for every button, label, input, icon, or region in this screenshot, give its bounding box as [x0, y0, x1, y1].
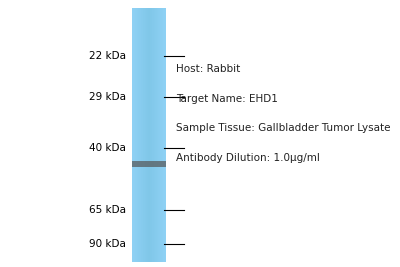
Text: 65 kDa: 65 kDa: [89, 205, 126, 215]
Bar: [134, 8, 135, 262]
Bar: [134, 8, 135, 262]
Bar: [139, 8, 140, 262]
Bar: [132, 8, 133, 262]
Bar: [160, 8, 161, 262]
Bar: [159, 8, 160, 262]
Bar: [132, 8, 133, 262]
Text: Antibody Dilution: 1.0μg/ml: Antibody Dilution: 1.0μg/ml: [176, 152, 320, 163]
Text: 90 kDa: 90 kDa: [89, 239, 126, 249]
Bar: [154, 8, 155, 262]
Bar: [155, 8, 156, 262]
Bar: [143, 8, 144, 262]
Bar: [156, 8, 157, 262]
Bar: [151, 8, 152, 262]
Bar: [165, 8, 166, 262]
Text: 22 kDa: 22 kDa: [89, 51, 126, 61]
Bar: [147, 8, 148, 262]
Bar: [137, 8, 138, 262]
Bar: [144, 8, 145, 262]
Bar: [141, 8, 142, 262]
Bar: [152, 8, 153, 262]
Bar: [160, 8, 161, 262]
Bar: [139, 8, 140, 262]
Bar: [162, 8, 164, 262]
Text: Sample Tissue: Gallbladder Tumor Lysate: Sample Tissue: Gallbladder Tumor Lysate: [176, 123, 390, 133]
Bar: [145, 8, 146, 262]
Bar: [137, 8, 138, 262]
Bar: [156, 8, 157, 262]
Bar: [163, 8, 164, 262]
Bar: [148, 8, 150, 262]
Bar: [133, 8, 134, 262]
Bar: [136, 8, 137, 262]
Bar: [144, 8, 145, 262]
Bar: [158, 8, 159, 262]
Text: Target Name: EHD1: Target Name: EHD1: [176, 94, 278, 104]
Bar: [154, 8, 155, 262]
Bar: [165, 8, 166, 262]
Bar: [140, 8, 141, 262]
Bar: [146, 8, 147, 262]
Bar: [152, 8, 153, 262]
Bar: [133, 8, 134, 262]
Text: Host: Rabbit: Host: Rabbit: [176, 64, 240, 74]
Bar: [150, 8, 151, 262]
Bar: [142, 8, 143, 262]
Bar: [138, 8, 139, 262]
Bar: [155, 8, 156, 262]
Bar: [161, 8, 162, 262]
Bar: [149, 8, 150, 262]
Bar: [132, 161, 166, 167]
Bar: [151, 8, 152, 262]
Text: 40 kDa: 40 kDa: [89, 143, 126, 153]
Bar: [138, 8, 139, 262]
Bar: [141, 8, 142, 262]
Bar: [135, 8, 136, 262]
Bar: [135, 8, 136, 262]
Bar: [143, 8, 144, 262]
Bar: [162, 8, 163, 262]
Bar: [136, 8, 137, 262]
Bar: [164, 8, 165, 262]
Bar: [145, 8, 146, 262]
Bar: [142, 8, 143, 262]
Bar: [159, 8, 160, 262]
Bar: [157, 8, 158, 262]
Bar: [147, 8, 148, 262]
Bar: [161, 8, 162, 262]
Bar: [153, 8, 154, 262]
Bar: [158, 8, 159, 262]
Bar: [164, 8, 165, 262]
Text: 29 kDa: 29 kDa: [89, 92, 126, 103]
Bar: [146, 8, 147, 262]
Bar: [157, 8, 158, 262]
Bar: [148, 8, 149, 262]
Bar: [140, 8, 141, 262]
Bar: [150, 8, 151, 262]
Bar: [153, 8, 154, 262]
